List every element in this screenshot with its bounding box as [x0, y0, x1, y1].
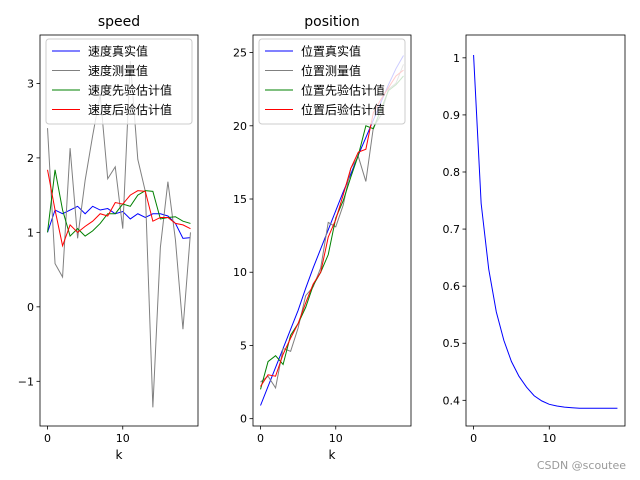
- position-subplot: 0 10 0 5 10 15 20 25 position k 位置真实值位置测量值位置先验估计值位…: [233, 14, 412, 462]
- watermark: CSDN @scoutee: [536, 459, 626, 472]
- x-axis-label: k: [329, 448, 336, 462]
- legend-entry: 速度测量值: [88, 63, 148, 78]
- y-tick-label: 20: [233, 120, 247, 133]
- chart-title: speed: [98, 14, 140, 30]
- legend-entry: 位置后验估计值: [301, 102, 385, 117]
- legend-box: [258, 38, 406, 125]
- x-tick-label: 10: [542, 432, 556, 445]
- y-tick-label: 10: [233, 266, 247, 279]
- gain-subplot: 0 10 0.4 0.5 0.6 0.7 0.8 0.9 1: [443, 34, 626, 445]
- y-tick-label: 1: [453, 52, 460, 65]
- y-tick-label: 0.6: [443, 280, 461, 293]
- y-tick-label: 0: [27, 301, 34, 314]
- legend-entry: 位置测量值: [301, 63, 361, 78]
- chart-title: position: [304, 14, 359, 30]
- series-line-1: [473, 54, 618, 409]
- y-tick-label: 15: [233, 193, 247, 206]
- legend-entry: 位置真实值: [301, 44, 361, 59]
- x-tick-label: 0: [470, 432, 477, 445]
- y-tick-label: 0.7: [443, 223, 461, 236]
- y-tick-label: 0.4: [443, 394, 461, 407]
- y-tick-label: 2: [27, 152, 34, 165]
- y-tick-label: 0.5: [443, 337, 461, 350]
- x-tick-label: 0: [257, 432, 264, 445]
- y-tick-label: 0.9: [443, 109, 461, 122]
- y-tick-label: 5: [240, 339, 247, 352]
- y-tick-label: 25: [233, 47, 247, 60]
- x-tick-label: 10: [116, 432, 130, 445]
- y-tick-label: 1: [27, 226, 34, 239]
- y-tick-label: 0.8: [443, 166, 461, 179]
- x-tick-label: 0: [44, 432, 51, 445]
- legend-entry: 位置先验估计值: [301, 83, 385, 98]
- y-tick-label: −1: [18, 375, 34, 388]
- legend-box: [45, 38, 193, 125]
- series-line-4: [47, 169, 191, 248]
- x-axis-label: k: [116, 448, 123, 462]
- legend-entry: 速度先验估计值: [88, 83, 172, 98]
- x-tick-label: 10: [329, 432, 343, 445]
- axes-frame: [252, 34, 412, 427]
- axes-frame: [465, 34, 626, 427]
- y-tick-label: 3: [27, 77, 34, 90]
- legend-entry: 速度后验估计值: [88, 102, 172, 117]
- y-tick-label: 0: [240, 413, 247, 426]
- axes-frame: [39, 34, 199, 427]
- legend-entry: 速度真实值: [88, 44, 148, 59]
- series-line-2: [47, 61, 191, 408]
- series-line-1: [47, 205, 191, 239]
